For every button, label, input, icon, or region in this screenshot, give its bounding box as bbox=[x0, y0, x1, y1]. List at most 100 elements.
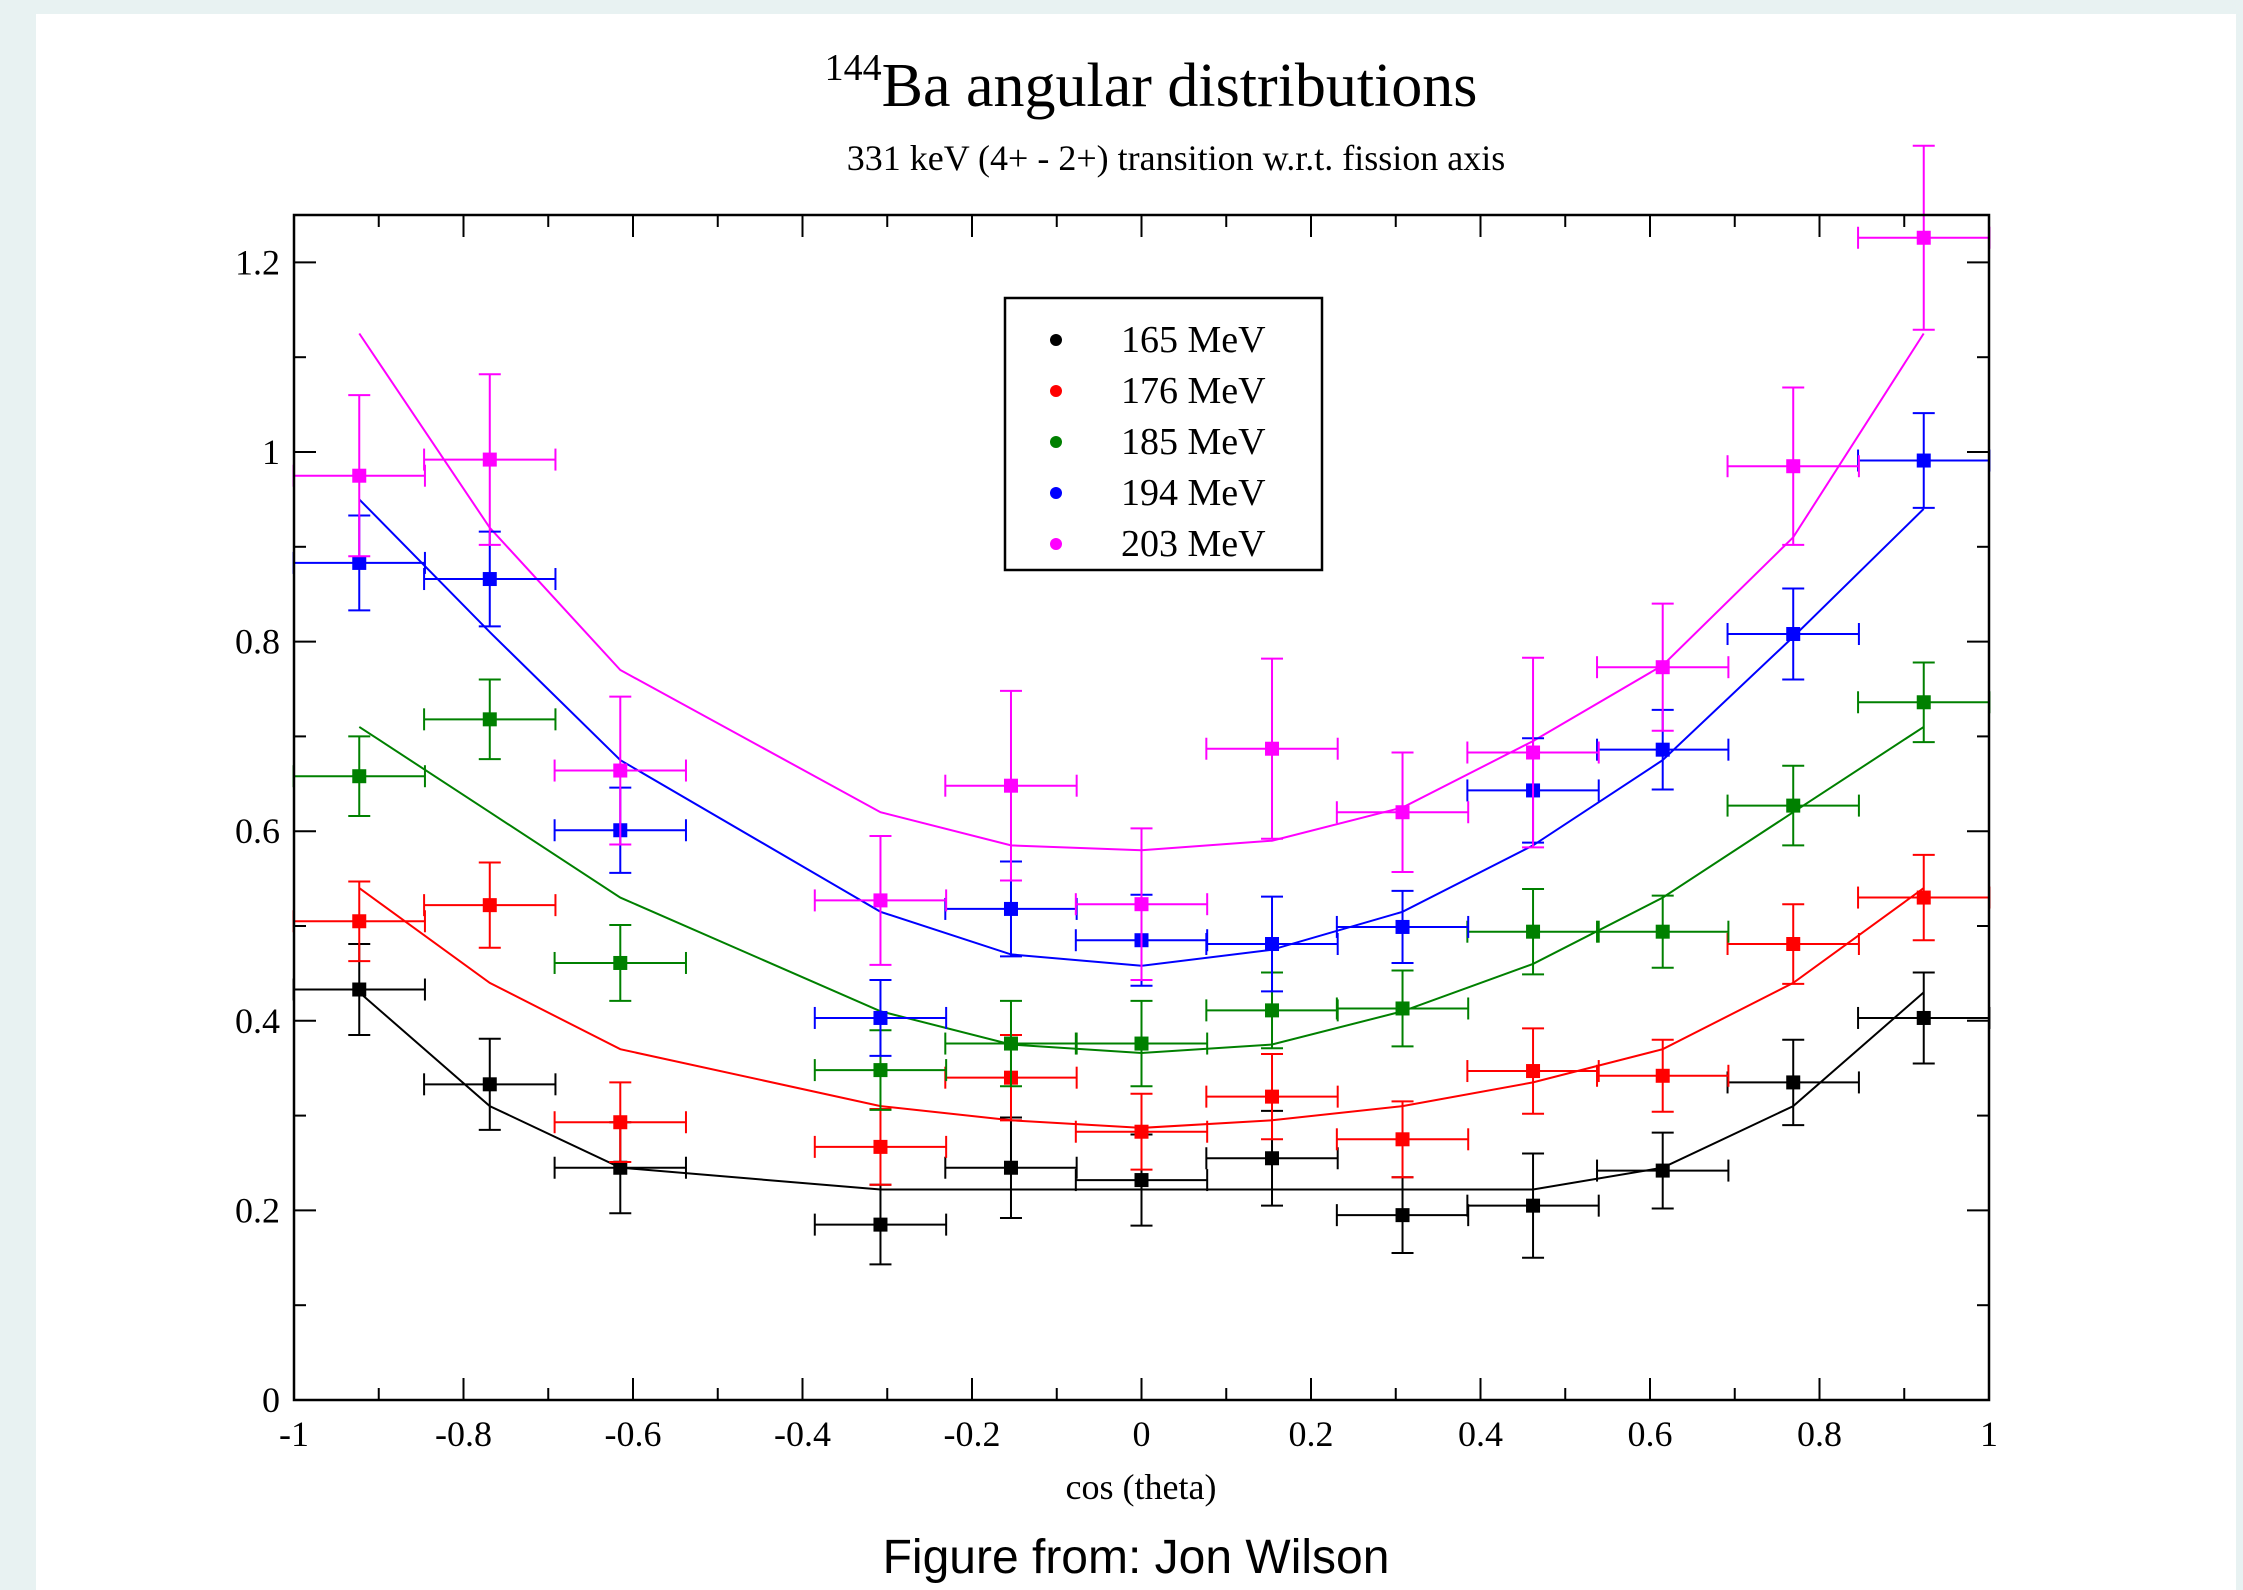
data-marker bbox=[1003, 1160, 1018, 1175]
data-marker bbox=[1786, 627, 1801, 642]
data-point bbox=[944, 1116, 1078, 1219]
data-marker bbox=[1265, 1003, 1280, 1018]
data-marker bbox=[1916, 230, 1931, 245]
data-marker bbox=[1395, 1208, 1410, 1223]
data-point bbox=[1596, 602, 1730, 732]
data-point bbox=[1857, 412, 1991, 509]
data-marker bbox=[1916, 453, 1931, 468]
data-marker bbox=[1265, 937, 1280, 952]
data-point bbox=[1074, 827, 1209, 982]
data-marker bbox=[1395, 1001, 1410, 1016]
data-point bbox=[423, 1037, 557, 1131]
data-point bbox=[1857, 971, 1991, 1065]
x-tick-label: 0.4 bbox=[1458, 1414, 1503, 1454]
data-point bbox=[1205, 1052, 1339, 1141]
fit-line bbox=[358, 498, 1925, 967]
chart-title-superscript: 144 bbox=[825, 47, 882, 89]
data-point bbox=[813, 979, 948, 1057]
chart: 144Ba angular distributions 331 keV (4+ … bbox=[235, 47, 1998, 1507]
data-point bbox=[1726, 764, 1860, 847]
data-point bbox=[1466, 888, 1600, 976]
legend-label: 194 MeV bbox=[1121, 472, 1266, 514]
data-point bbox=[292, 514, 426, 612]
data-marker bbox=[1134, 1173, 1149, 1188]
data-marker bbox=[1526, 745, 1541, 760]
data-marker bbox=[613, 1115, 628, 1130]
data-marker bbox=[613, 763, 628, 778]
data-point bbox=[944, 689, 1078, 882]
data-marker bbox=[352, 769, 367, 784]
y-tick-label: 0 bbox=[262, 1380, 280, 1420]
legend-label: 176 MeV bbox=[1121, 370, 1266, 412]
data-point bbox=[423, 678, 557, 761]
data-point bbox=[1074, 999, 1209, 1088]
chart-subtitle: 331 keV (4+ - 2+) transition w.r.t. fiss… bbox=[847, 138, 1506, 178]
data-point bbox=[813, 1107, 948, 1186]
legend: 165 MeV 176 MeV 185 MeV 194 MeV 203 MeV bbox=[1003, 296, 1324, 572]
data-marker bbox=[873, 1217, 888, 1232]
data-marker bbox=[1786, 937, 1801, 952]
y-tick-label: 0.8 bbox=[235, 622, 280, 662]
plot-frame bbox=[292, 213, 1991, 1402]
data-marker bbox=[1916, 1010, 1931, 1025]
data-point bbox=[1726, 587, 1860, 681]
data-point bbox=[944, 999, 1078, 1088]
x-tick-label: 0.2 bbox=[1289, 1414, 1334, 1454]
data-point bbox=[1335, 1100, 1470, 1179]
legend-marker bbox=[1050, 538, 1062, 550]
data-marker bbox=[1003, 778, 1018, 793]
fit-curves bbox=[358, 332, 1925, 1191]
data-point bbox=[1205, 657, 1339, 840]
data-marker bbox=[1265, 1089, 1280, 1104]
data-point bbox=[1466, 1027, 1600, 1115]
data-point bbox=[292, 880, 426, 963]
y-tick-label: 0.2 bbox=[235, 1190, 280, 1230]
x-tick-label: -0.8 bbox=[435, 1414, 492, 1454]
data-marker bbox=[1786, 459, 1801, 474]
data-marker bbox=[1003, 1036, 1018, 1051]
data-point bbox=[1596, 894, 1730, 969]
data-point bbox=[292, 735, 426, 818]
data-marker bbox=[1655, 924, 1670, 939]
data-marker bbox=[1134, 897, 1149, 912]
data-marker bbox=[1786, 1075, 1801, 1090]
data-marker bbox=[1395, 919, 1410, 934]
data-marker bbox=[482, 1077, 497, 1092]
data-point bbox=[1596, 1131, 1730, 1210]
data-point bbox=[1726, 1038, 1860, 1127]
chart-title: 144Ba angular distributions bbox=[825, 47, 1478, 120]
y-tick-label: 0.6 bbox=[235, 811, 280, 851]
data-point bbox=[1857, 661, 1991, 744]
data-marker bbox=[482, 572, 497, 587]
data-marker bbox=[1395, 1132, 1410, 1147]
legend-marker bbox=[1050, 487, 1062, 499]
data-point bbox=[1726, 386, 1860, 546]
data-marker bbox=[1526, 924, 1541, 939]
data-marker bbox=[1526, 1064, 1541, 1079]
data-marker bbox=[613, 955, 628, 970]
data-point bbox=[423, 861, 557, 949]
legend-marker bbox=[1050, 334, 1062, 346]
data-marker bbox=[352, 982, 367, 997]
data-point bbox=[1335, 751, 1470, 873]
data-point bbox=[1335, 969, 1470, 1048]
data-point bbox=[553, 924, 687, 1002]
data-marker bbox=[352, 914, 367, 929]
data-point bbox=[1857, 144, 1991, 331]
data-point bbox=[553, 1081, 687, 1164]
y-tick-label: 1.2 bbox=[235, 242, 280, 282]
data-marker bbox=[482, 452, 497, 467]
data-point bbox=[553, 1121, 687, 1215]
data-point bbox=[1335, 889, 1470, 964]
data-point bbox=[1205, 895, 1339, 993]
axis-ticks bbox=[293, 215, 1990, 1401]
x-tick-label: 0.6 bbox=[1628, 1414, 1673, 1454]
data-marker bbox=[1655, 742, 1670, 757]
data-marker bbox=[613, 1160, 628, 1175]
data-marker bbox=[352, 468, 367, 483]
fit-line bbox=[358, 332, 1925, 852]
data-marker bbox=[873, 1063, 888, 1078]
figure-panel: 144Ba angular distributions 331 keV (4+ … bbox=[36, 14, 2236, 1590]
data-marker bbox=[1916, 695, 1931, 710]
chart-title-text: Ba angular distributions bbox=[882, 52, 1478, 120]
